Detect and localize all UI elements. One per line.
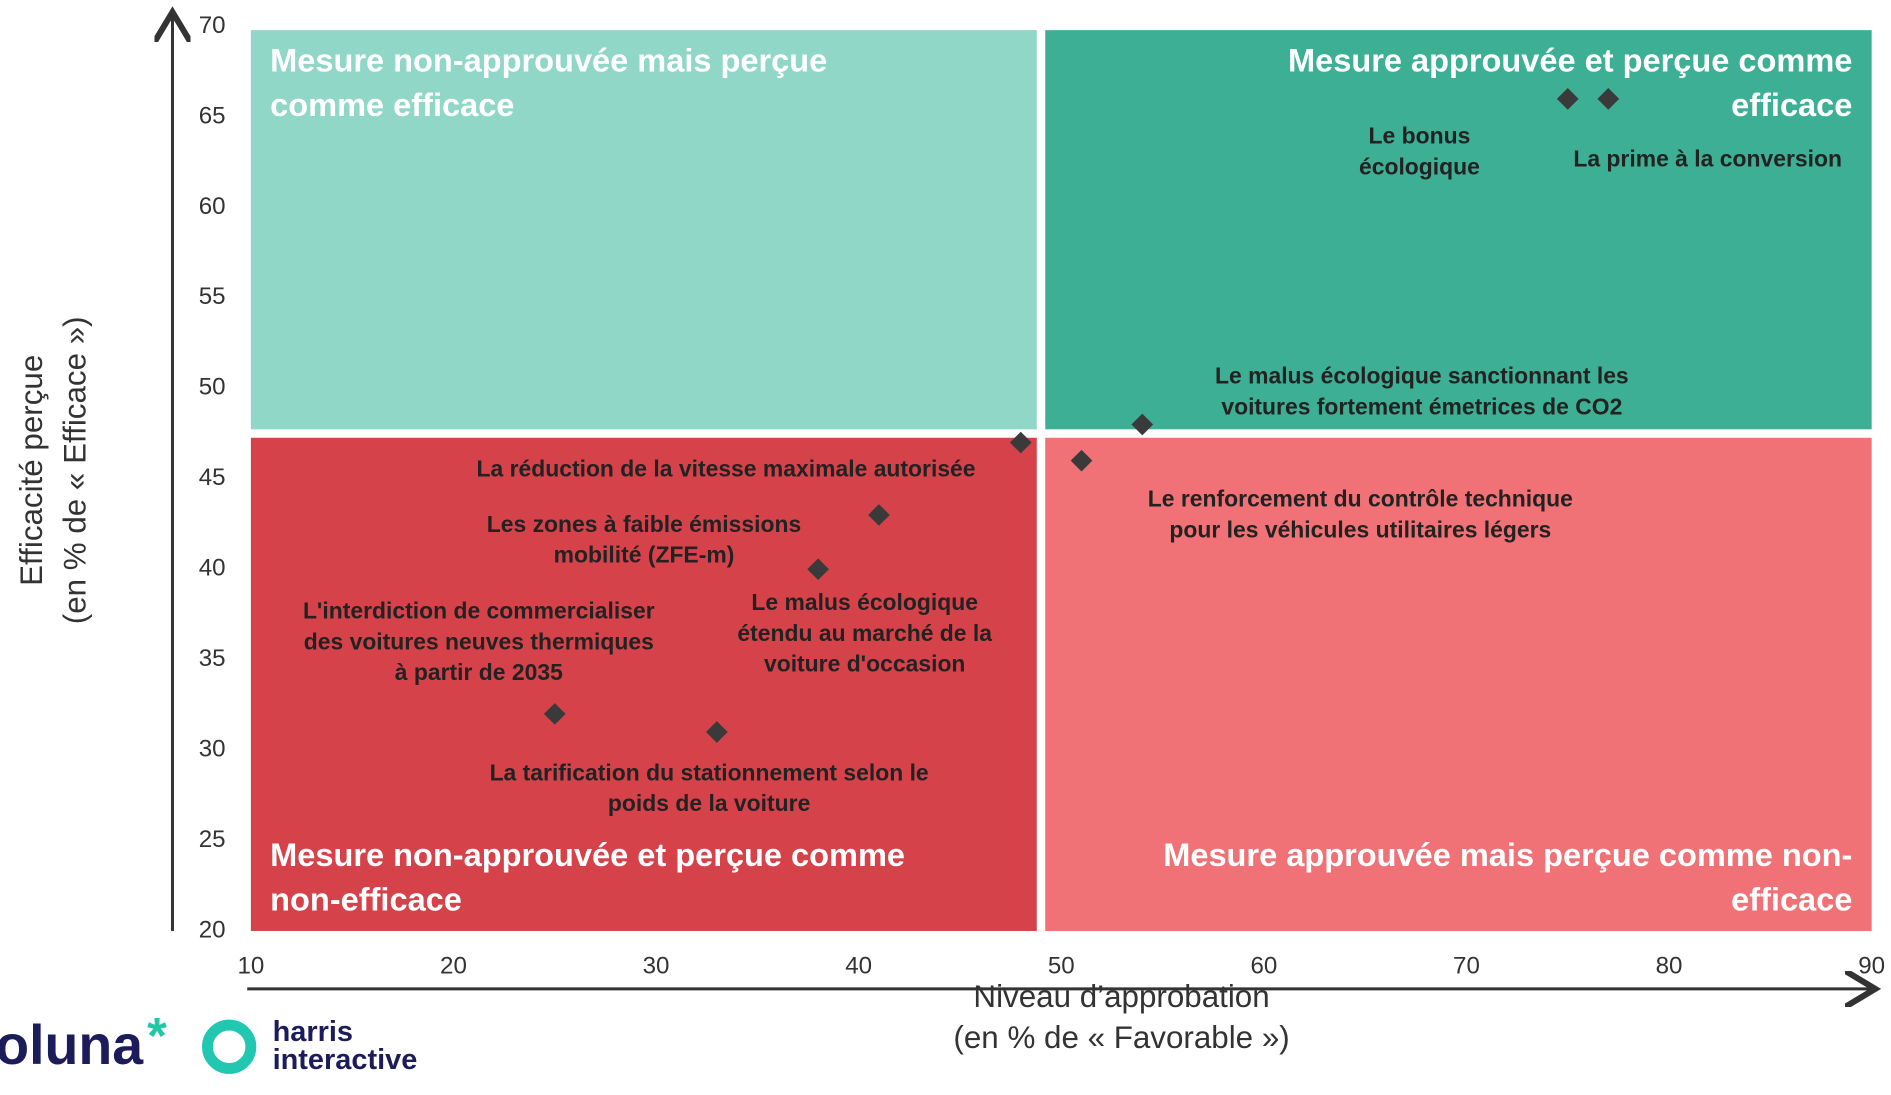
- point-label: Le bonus: [1369, 123, 1471, 149]
- x-tick-label: 50: [1048, 953, 1075, 980]
- marker: [1131, 413, 1154, 436]
- point-label: voitures fortement émetrices de CO2: [1221, 393, 1622, 419]
- point-label: étendu au marché de la: [737, 620, 992, 646]
- quadrant-title: Mesure non-approuvée et perçue comme: [270, 837, 905, 873]
- y-tick-label: 70: [199, 12, 226, 39]
- x-tick-label: 30: [643, 953, 670, 980]
- quadrant: [250, 30, 1037, 430]
- quadrant: [250, 437, 1037, 931]
- y-tick-label: 40: [199, 555, 226, 582]
- marker: [807, 558, 830, 581]
- quadrant-title: efficace: [1731, 882, 1852, 918]
- point-label: La prime à la conversion: [1573, 145, 1842, 171]
- marker: [1556, 88, 1579, 110]
- y-tick-label: 35: [199, 645, 226, 672]
- quadrant: [1045, 437, 1872, 931]
- quadrant-title: Mesure approuvée mais perçue comme non-: [1163, 837, 1852, 873]
- quadrant-title: non-efficace: [270, 882, 462, 918]
- x-tick-label: 10: [237, 953, 264, 980]
- quadrant: [1045, 30, 1872, 430]
- y-tick-label: 30: [199, 735, 226, 762]
- x-axis-title: Niveau d’approbation: [973, 979, 1269, 1014]
- point-label: La tarification du stationnement selon l…: [490, 759, 929, 785]
- y-tick-label: 60: [199, 193, 226, 220]
- x-tick-label: 90: [1858, 953, 1885, 980]
- y-tick-label: 55: [199, 283, 226, 310]
- y-tick-label: 65: [199, 102, 226, 129]
- marker: [543, 703, 566, 725]
- quadrant-title: comme efficace: [270, 87, 514, 123]
- point-label: à partir de 2035: [395, 659, 563, 685]
- logo-text: interactive: [273, 1044, 418, 1076]
- point-label: pour les véhicules utilitaires légers: [1169, 516, 1551, 542]
- point-label: Les zones à faible émissions: [487, 511, 801, 537]
- marker: [705, 721, 728, 743]
- logo-icon: [202, 1019, 257, 1074]
- point-label: écologique: [1359, 153, 1480, 179]
- logo-text: *: [147, 1007, 167, 1064]
- y-tick-label: 45: [199, 464, 226, 491]
- point-label: voiture d'occasion: [764, 651, 965, 677]
- y-tick-label: 25: [199, 826, 226, 853]
- y-tick-label: 20: [199, 916, 226, 943]
- point-label: Le malus écologique: [751, 589, 978, 615]
- logo-text: oluna: [0, 1014, 144, 1076]
- point-label: L'interdiction de commercialiser: [303, 598, 655, 624]
- marker: [1597, 88, 1620, 110]
- logo-text: harris: [273, 1016, 353, 1048]
- x-tick-label: 70: [1453, 953, 1480, 980]
- y-axis-title: (en % de « Efficace »): [57, 316, 92, 624]
- point-label: Le malus écologique sanctionnant les: [1215, 363, 1629, 389]
- quadrant-title: Mesure approuvée et perçue comme: [1288, 42, 1852, 78]
- x-tick-label: 20: [440, 953, 467, 980]
- y-axis-title: Efficacité perçue: [14, 355, 49, 586]
- point-label: Le renforcement du contrôle technique: [1148, 486, 1573, 512]
- point-label: poids de la voiture: [608, 790, 810, 816]
- x-axis-title: (en % de « Favorable »): [953, 1020, 1289, 1055]
- point-label: La réduction de la vitesse maximale auto…: [476, 455, 975, 481]
- point-label: des voitures neuves thermiques: [304, 628, 654, 654]
- quadrant-title: Mesure non-approuvée mais perçue: [270, 42, 827, 78]
- marker: [1009, 431, 1032, 454]
- x-tick-label: 80: [1656, 953, 1683, 980]
- quadrant-title: efficace: [1731, 87, 1852, 123]
- point-label: mobilité (ZFE-m): [554, 542, 735, 568]
- x-tick-label: 40: [845, 953, 872, 980]
- y-tick-label: 50: [199, 374, 226, 401]
- x-tick-label: 60: [1250, 953, 1277, 980]
